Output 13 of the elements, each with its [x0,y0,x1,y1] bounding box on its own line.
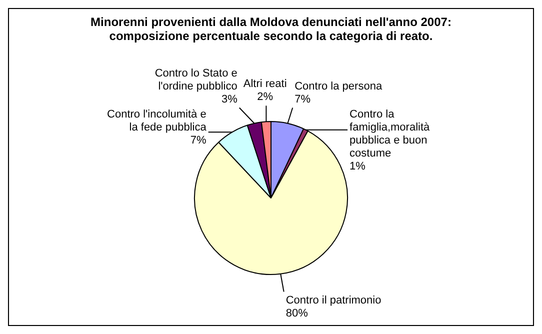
data-label: 80% [286,307,308,320]
slice-label: Contro il patrimonio [286,294,382,306]
slice-label: Altri reati [243,78,287,90]
data-label: 3% [221,93,238,106]
data-label: 2% [257,91,274,104]
data-label: 1% [350,160,366,172]
slice-label: Contro l'incolumità e la fede pubblica [107,108,208,134]
data-label: 7% [190,134,207,146]
slice-label: Contro la persona [294,80,383,92]
slice-label: Contro lo Stato e l'ordine pubblico [154,67,238,92]
slice-label: Contro la famiglia,moralità pubblica e buon costume [350,108,431,160]
chart-title: Minorenni provenienti dalla Moldova denunciati nell'anno 2007: composizione percentuale secondo la categoria di reato. [90,15,452,43]
data-label: 7% [294,93,311,106]
